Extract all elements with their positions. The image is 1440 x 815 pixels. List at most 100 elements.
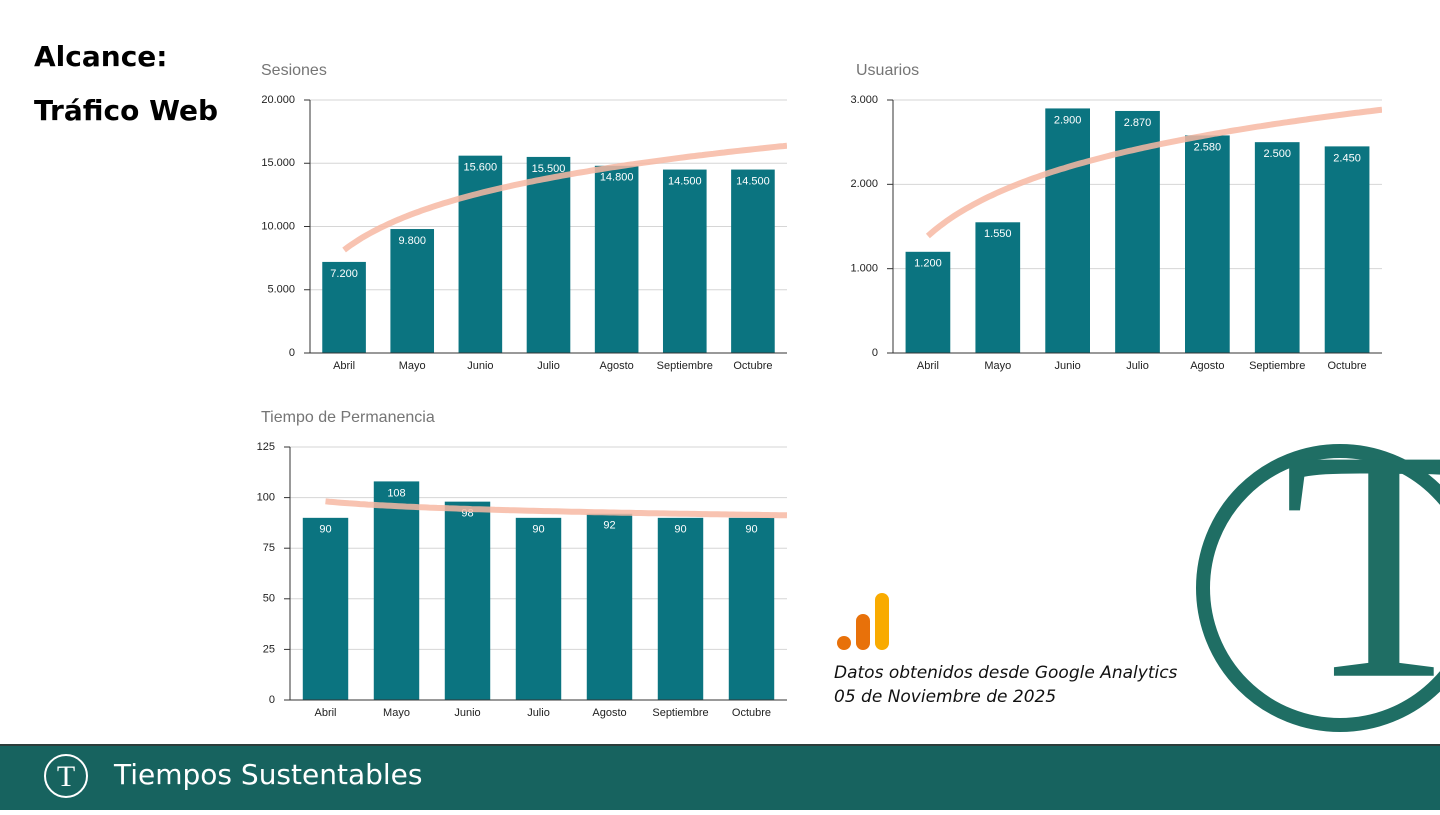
y-tick-label: 20.000 <box>261 94 295 106</box>
bar <box>657 517 704 700</box>
footer-logo-ring <box>44 754 88 798</box>
footer-bar <box>0 745 1440 810</box>
x-tick-label: Junio <box>454 707 480 719</box>
analytics-icon <box>837 593 889 650</box>
x-tick-label: Mayo <box>383 707 410 719</box>
y-tick-label: 10.000 <box>261 220 295 232</box>
value-label: 7.200 <box>330 268 358 280</box>
source-date: 05 de Noviembre de 2025 <box>834 687 1056 707</box>
logo-letter: T <box>1283 383 1440 748</box>
x-tick-label: Octubre <box>732 707 771 719</box>
y-tick-label: 15.000 <box>261 157 295 169</box>
y-tick-label: 25 <box>263 643 275 655</box>
bar <box>373 481 420 700</box>
bar <box>905 251 951 353</box>
x-tick-label: Julio <box>537 360 560 372</box>
logo-ring <box>1196 444 1440 732</box>
value-label: 9.800 <box>398 235 426 247</box>
bar <box>302 517 349 700</box>
footer-logo-letter: T <box>57 760 75 793</box>
x-tick-label: Junio <box>1054 360 1080 372</box>
chart-title: Sesiones <box>261 62 327 79</box>
trendline <box>925 106 1382 239</box>
bar <box>586 513 633 700</box>
value-label: 1.550 <box>984 228 1012 240</box>
x-tick-label: Septiembre <box>1249 360 1305 372</box>
bar <box>444 501 491 700</box>
slide-title: Alcance: <box>34 40 167 73</box>
x-tick-label: Abril <box>333 360 355 372</box>
y-tick-label: 100 <box>257 492 275 504</box>
x-tick-label: Agosto <box>1190 360 1224 372</box>
value-label: 108 <box>387 487 405 499</box>
y-tick-label: 50 <box>263 593 275 605</box>
y-tick-label: 5.000 <box>267 284 295 296</box>
y-tick-label: 0 <box>269 694 275 706</box>
value-label: 2.500 <box>1263 148 1291 160</box>
chart: Sesiones 0 5.000 10.000 15.000 20.000 7.200 Abr… <box>261 62 787 372</box>
y-tick-label: 125 <box>257 441 275 453</box>
value-label: 2.580 <box>1194 141 1222 153</box>
value-label: 15.600 <box>464 162 498 174</box>
value-label: 90 <box>532 524 544 536</box>
x-tick-label: Septiembre <box>652 707 708 719</box>
bar <box>1324 146 1370 353</box>
icon-bar <box>856 614 870 650</box>
y-tick-label: 0 <box>872 347 878 359</box>
bar <box>728 517 775 700</box>
value-label: 2.870 <box>1124 117 1152 129</box>
value-label: 1.200 <box>914 258 942 270</box>
bar <box>731 169 775 353</box>
x-tick-label: Abril <box>917 360 939 372</box>
bar <box>1045 108 1090 353</box>
chart-title: Tiempo de Permanencia <box>261 409 435 426</box>
icon-bar <box>875 593 889 650</box>
x-tick-label: Julio <box>527 707 550 719</box>
value-label: 92 <box>603 520 615 532</box>
chart-title: Usuarios <box>856 62 919 79</box>
bar <box>390 229 435 353</box>
brand-mark: T <box>1196 383 1440 748</box>
value-label: 90 <box>674 524 686 536</box>
chart: Usuarios 0 1.000 2.000 3.000 1.200 Abril 1.550 M… <box>850 62 1382 372</box>
x-tick-label: Octubre <box>733 360 772 372</box>
y-tick-label: 75 <box>263 542 275 554</box>
x-tick-label: Mayo <box>984 360 1011 372</box>
value-label: 90 <box>745 524 757 536</box>
trendline <box>342 142 787 253</box>
value-label: 14.500 <box>736 175 770 187</box>
value-label: 15.500 <box>532 163 566 175</box>
bar <box>526 156 571 353</box>
bar <box>594 165 639 353</box>
value-label: 2.900 <box>1054 114 1082 126</box>
trendline <box>325 498 787 519</box>
y-tick-label: 1.000 <box>850 263 878 275</box>
bar <box>1254 142 1300 353</box>
bar <box>458 155 503 353</box>
y-tick-label: 3.000 <box>850 94 878 106</box>
value-label: 90 <box>319 524 331 536</box>
x-tick-label: Julio <box>1126 360 1149 372</box>
slide-subtitle: Tráfico Web <box>34 94 218 127</box>
icon-dot <box>837 636 851 650</box>
x-tick-label: Agosto <box>592 707 626 719</box>
x-tick-label: Septiembre <box>657 360 713 372</box>
source-note: Datos obtenidos desde Google Analytics <box>834 663 1178 683</box>
value-label: 2.450 <box>1333 152 1361 164</box>
value-label: 14.800 <box>600 172 634 184</box>
x-tick-label: Abril <box>314 707 336 719</box>
bar <box>975 222 1021 353</box>
x-tick-label: Junio <box>467 360 493 372</box>
bar <box>1185 135 1230 353</box>
y-tick-label: 2.000 <box>850 178 878 190</box>
bar <box>322 261 366 353</box>
chart: Tiempo de Permanencia 0 25 50 75 100 125 90 Abri… <box>257 409 787 719</box>
y-tick-label: 0 <box>289 347 295 359</box>
x-tick-label: Mayo <box>399 360 426 372</box>
value-label: 14.500 <box>668 175 702 187</box>
x-tick-label: Agosto <box>600 360 634 372</box>
footer-brand: Tiempos Sustentables <box>113 758 422 791</box>
bar <box>662 169 707 353</box>
x-tick-label: Octubre <box>1328 360 1367 372</box>
